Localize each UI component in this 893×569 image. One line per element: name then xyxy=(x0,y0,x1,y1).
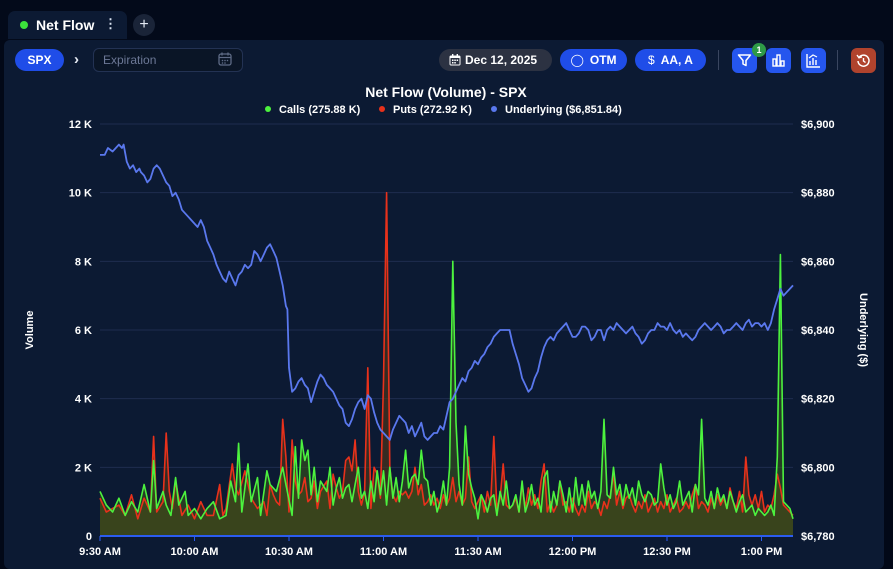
moneyness-label: OTM xyxy=(589,53,617,67)
history-icon xyxy=(856,54,870,67)
dollar-icon: $ xyxy=(648,53,655,67)
expiration-input[interactable]: Expiration xyxy=(93,48,243,72)
date-label: Dec 12, 2025 xyxy=(465,53,538,67)
size-filter-label: AA, A xyxy=(660,53,693,67)
y2-tick-label: $6,860 xyxy=(801,256,835,268)
y-tick-label: 0 xyxy=(86,531,92,543)
underlying-series-line xyxy=(100,143,794,441)
tab-label: Net Flow xyxy=(36,17,95,33)
moneybag-icon: ◯ xyxy=(570,53,584,67)
x-tick-label: 10:00 AM xyxy=(171,546,219,558)
y-tick-label: 8 K xyxy=(75,256,92,268)
x-tick-label: 12:30 PM xyxy=(643,546,691,558)
x-tick-label: 1:00 PM xyxy=(741,546,783,558)
bar-chart-button[interactable] xyxy=(766,48,791,73)
legend-marker xyxy=(491,106,497,112)
symbol-button[interactable]: SPX xyxy=(15,49,64,71)
tab-bar: Net Flow ⋮ + xyxy=(0,0,893,40)
calls-series-line xyxy=(99,253,794,520)
date-button[interactable]: Dec 12, 2025 xyxy=(439,49,552,71)
legend-label[interactable]: Calls (275.88 K) xyxy=(279,104,361,116)
y-tick-label: 2 K xyxy=(75,462,92,474)
legend-label[interactable]: Puts (272.92 K) xyxy=(393,104,472,116)
calls-area xyxy=(100,254,793,536)
toolbar-divider xyxy=(718,50,719,70)
puts-area xyxy=(100,192,793,536)
legend-marker xyxy=(379,106,385,112)
chevron-right-icon: › xyxy=(74,51,79,68)
puts-series-line xyxy=(99,191,794,520)
calendar-icon[interactable] xyxy=(218,52,232,66)
chart-sort-button[interactable] xyxy=(801,48,826,73)
toolbar-divider xyxy=(837,50,838,70)
x-tick-label: 11:00 AM xyxy=(360,546,407,558)
x-tick-label: 12:00 PM xyxy=(549,546,597,558)
y2-axis-title: Underlying ($) xyxy=(857,293,869,367)
bar-chart-icon xyxy=(772,54,785,67)
legend-marker xyxy=(265,106,271,112)
live-status-dot xyxy=(20,21,28,29)
y2-tick-label: $6,900 xyxy=(801,119,835,131)
y2-tick-label: $6,880 xyxy=(801,188,835,200)
chart-sort-icon xyxy=(806,54,820,68)
size-filter-button[interactable]: $ AA, A xyxy=(635,49,706,71)
calendar-icon xyxy=(449,54,461,66)
y-tick-label: 6 K xyxy=(75,325,92,337)
tab-menu-icon[interactable]: ⋮ xyxy=(104,16,117,31)
x-tick-label: 10:30 AM xyxy=(265,546,313,558)
legend-label[interactable]: Underlying ($6,851.84) xyxy=(505,104,622,116)
tab-net-flow[interactable]: Net Flow ⋮ xyxy=(8,11,127,39)
x-tick-label: 11:30 AM xyxy=(454,546,501,558)
y-tick-label: 10 K xyxy=(69,188,92,200)
y2-tick-label: $6,800 xyxy=(801,462,835,474)
filter-icon xyxy=(737,54,752,67)
y-axis-title: Volume xyxy=(24,311,36,350)
chart-title: Net Flow (Volume) - SPX xyxy=(365,84,527,100)
moneyness-button[interactable]: ◯ OTM xyxy=(560,49,627,71)
add-tab-button[interactable]: + xyxy=(133,14,155,36)
y-tick-label: 12 K xyxy=(69,119,92,131)
y2-tick-label: $6,780 xyxy=(801,531,835,543)
history-button[interactable] xyxy=(851,48,876,73)
y2-tick-label: $6,820 xyxy=(801,394,835,406)
y-tick-label: 4 K xyxy=(75,394,92,406)
x-tick-label: 9:30 AM xyxy=(79,546,121,558)
filter-count-badge: 1 xyxy=(752,43,766,57)
y2-tick-label: $6,840 xyxy=(801,325,835,337)
